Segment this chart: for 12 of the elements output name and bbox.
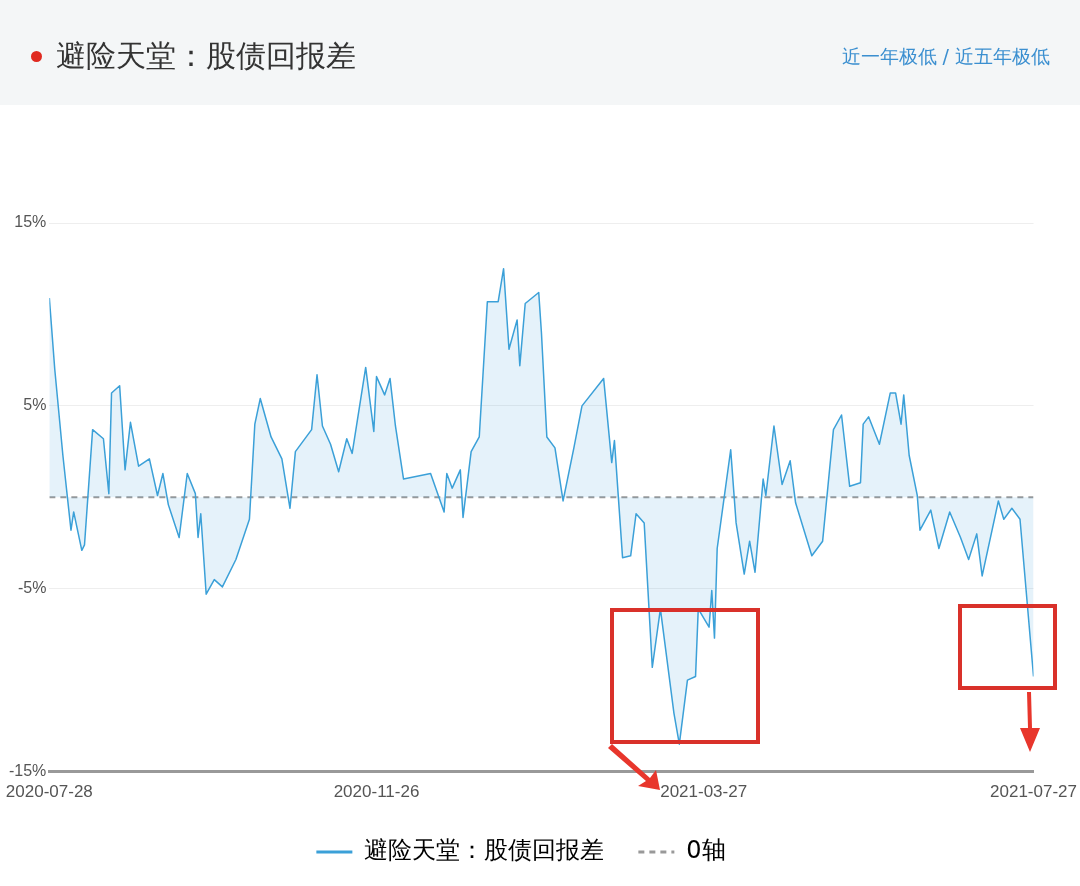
legend-label: 0轴 xyxy=(686,836,726,865)
legend-label: 避险天堂：股债回报差 xyxy=(364,836,605,865)
text: 近一年极低 / 近五年极低 xyxy=(841,44,1050,69)
x-tick-label: 2021-03-27 xyxy=(660,782,748,802)
y-tick-label: -5% xyxy=(17,579,47,597)
y-tick-label: 15% xyxy=(14,213,47,231)
x-tick-label: 2020-11-26 xyxy=(333,782,420,802)
x-tick-label: 2021-07-27 xyxy=(990,782,1077,802)
y-tick-label: -15% xyxy=(8,762,47,780)
y-tick-label: 5% xyxy=(23,396,47,414)
x-tick-label: 2020-07-28 xyxy=(5,782,93,802)
chart-title: 避险天堂：股债回报差 xyxy=(56,37,356,75)
